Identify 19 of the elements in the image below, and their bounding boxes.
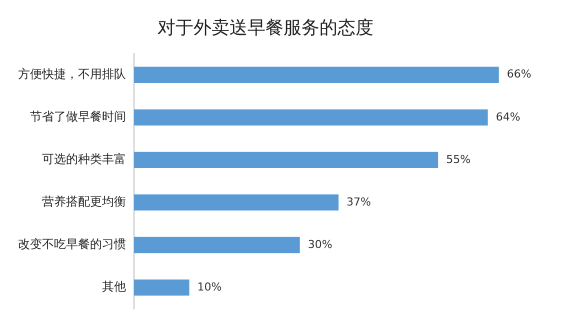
data-label: 30% [308,238,332,251]
data-label: 66% [506,68,532,81]
y-tick-label: 节省了做早餐时间 [30,110,126,124]
y-tick-label: 可选的种类丰富 [42,152,126,166]
bar [134,236,300,254]
y-tick-label: 营养搭配更均衡 [42,194,126,209]
bar [134,279,190,296]
y-tick-label: 改变不吃早餐的习惯 [18,237,126,252]
data-label: 10% [197,280,222,294]
data-label: 37% [346,195,372,208]
data-label: 55% [446,152,471,166]
bar [134,194,339,211]
y-tick-label: 方便快捷，不用排队 [18,66,126,81]
bar [134,152,438,168]
chart-title: 对于外卖送早餐服务的态度 [158,17,374,38]
bar [134,66,499,83]
y-tick-label: 其他 [102,280,126,294]
bar [134,109,488,126]
data-label: 64% [496,110,520,124]
